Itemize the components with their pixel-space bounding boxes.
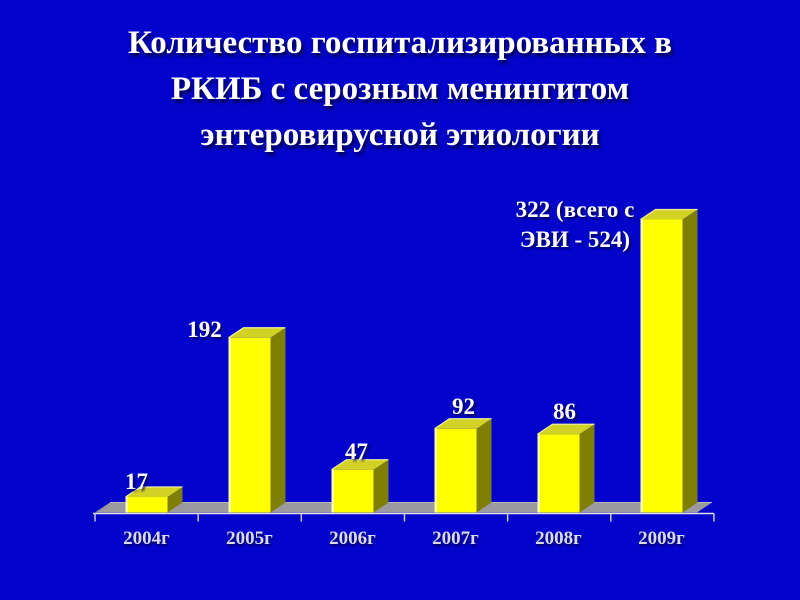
- bar-2009-top-edge: [640, 208, 698, 221]
- slide-title-line: РКИБ с серозным менингитом: [170, 71, 630, 107]
- bar-2004-top-edge: [125, 486, 183, 498]
- bar-2009-front-highlight: [640, 219, 643, 513]
- bar-2007-side-face: [476, 418, 492, 513]
- bar-2008-top-edge: [537, 423, 595, 435]
- bar-2008-side-face: [579, 424, 595, 513]
- bar-2006-top-face: [331, 459, 389, 470]
- bar-2007-front-highlight: [434, 428, 437, 513]
- x-axis-label: 2009г: [638, 528, 685, 549]
- bar-value-label: 92: [452, 393, 475, 419]
- slide-title-line: Количество госпитализированных в: [127, 25, 672, 61]
- bar-value-label: 192: [187, 316, 222, 342]
- x-axis-label: 2007г: [432, 528, 479, 549]
- bar-2006-top-edge: [331, 459, 389, 471]
- bar-2005-top-edge: [228, 327, 286, 339]
- x-axis-label: 2004г: [123, 528, 170, 549]
- bar-2004-side-face: [167, 487, 183, 513]
- bar-value-label: 17: [125, 469, 148, 495]
- bar-2006-front-face: [331, 469, 374, 513]
- bar-2005-front-face: [228, 337, 271, 513]
- x-axis-label: 2008г: [535, 528, 582, 549]
- bar-2004-front-highlight: [125, 497, 128, 513]
- bar-2006-side-face: [373, 459, 389, 513]
- bar-2008-front-face: [537, 434, 580, 513]
- bar-2006-front-highlight: [331, 469, 334, 513]
- bar-2009-side-face: [682, 209, 698, 513]
- bar-2005-top-face: [228, 327, 286, 338]
- bar-2007-front-face: [434, 428, 477, 513]
- slide-title: Количество госпитализированных в РКИБ с …: [40, 20, 760, 158]
- x-axis-label: 2006г: [329, 528, 376, 549]
- bar-2009-front-face: [640, 219, 683, 513]
- bar-2009-top-face: [640, 209, 698, 220]
- bar-annotation-line: ЭВИ - 524): [519, 227, 631, 252]
- bar-annotation: 322 (всего с ЭВИ - 524): [455, 195, 695, 255]
- bar-2008-top-face: [537, 424, 595, 435]
- bar-2004-top-face: [125, 487, 183, 498]
- bar-value-label: 86: [553, 399, 576, 425]
- bar-annotation-line: 322 (всего с: [515, 197, 635, 222]
- x-axis-label: 2005г: [226, 528, 273, 549]
- bar-2008-front-highlight: [537, 434, 540, 513]
- bar-2007-top-edge: [434, 418, 492, 430]
- bar-2007-top-face: [434, 418, 492, 429]
- bar-value-label: 47: [345, 438, 368, 464]
- bar-2005-side-face: [270, 327, 286, 513]
- bar-2004-front-face: [125, 497, 168, 513]
- slide-title-line: энтеровирусной этиологии: [200, 117, 600, 153]
- chart-floor: [95, 502, 712, 513]
- bar-2005-front-highlight: [228, 337, 231, 513]
